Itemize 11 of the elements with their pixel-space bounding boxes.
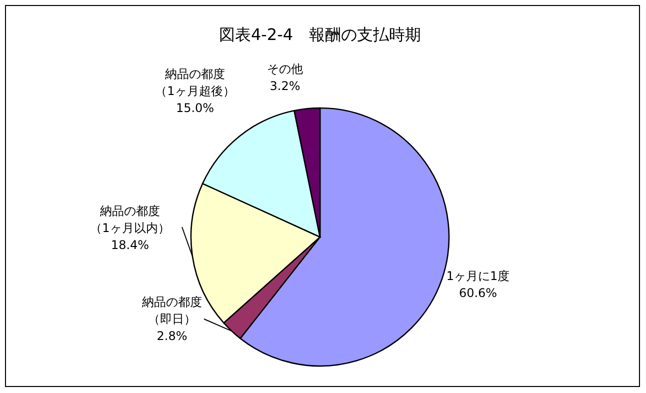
data-label: 3.2% xyxy=(270,79,300,93)
slice-label: 納品の都度（1ヶ月以内） xyxy=(90,204,170,235)
slice-label: 1ヶ月に1度 xyxy=(446,269,510,283)
slice-label: その他 xyxy=(267,62,303,76)
data-label: 2.8% xyxy=(156,329,188,343)
chart-title: 図表4-2-4 報酬の支払時期 xyxy=(218,25,422,44)
data-label: 18.4% xyxy=(110,238,150,252)
slice-label: 納品の都度（1ヶ月超後） xyxy=(155,67,235,98)
slice-label: 納品の都度（即日） xyxy=(142,295,202,326)
data-label: 15.0% xyxy=(176,101,214,115)
data-label: 60.6% xyxy=(458,286,498,300)
